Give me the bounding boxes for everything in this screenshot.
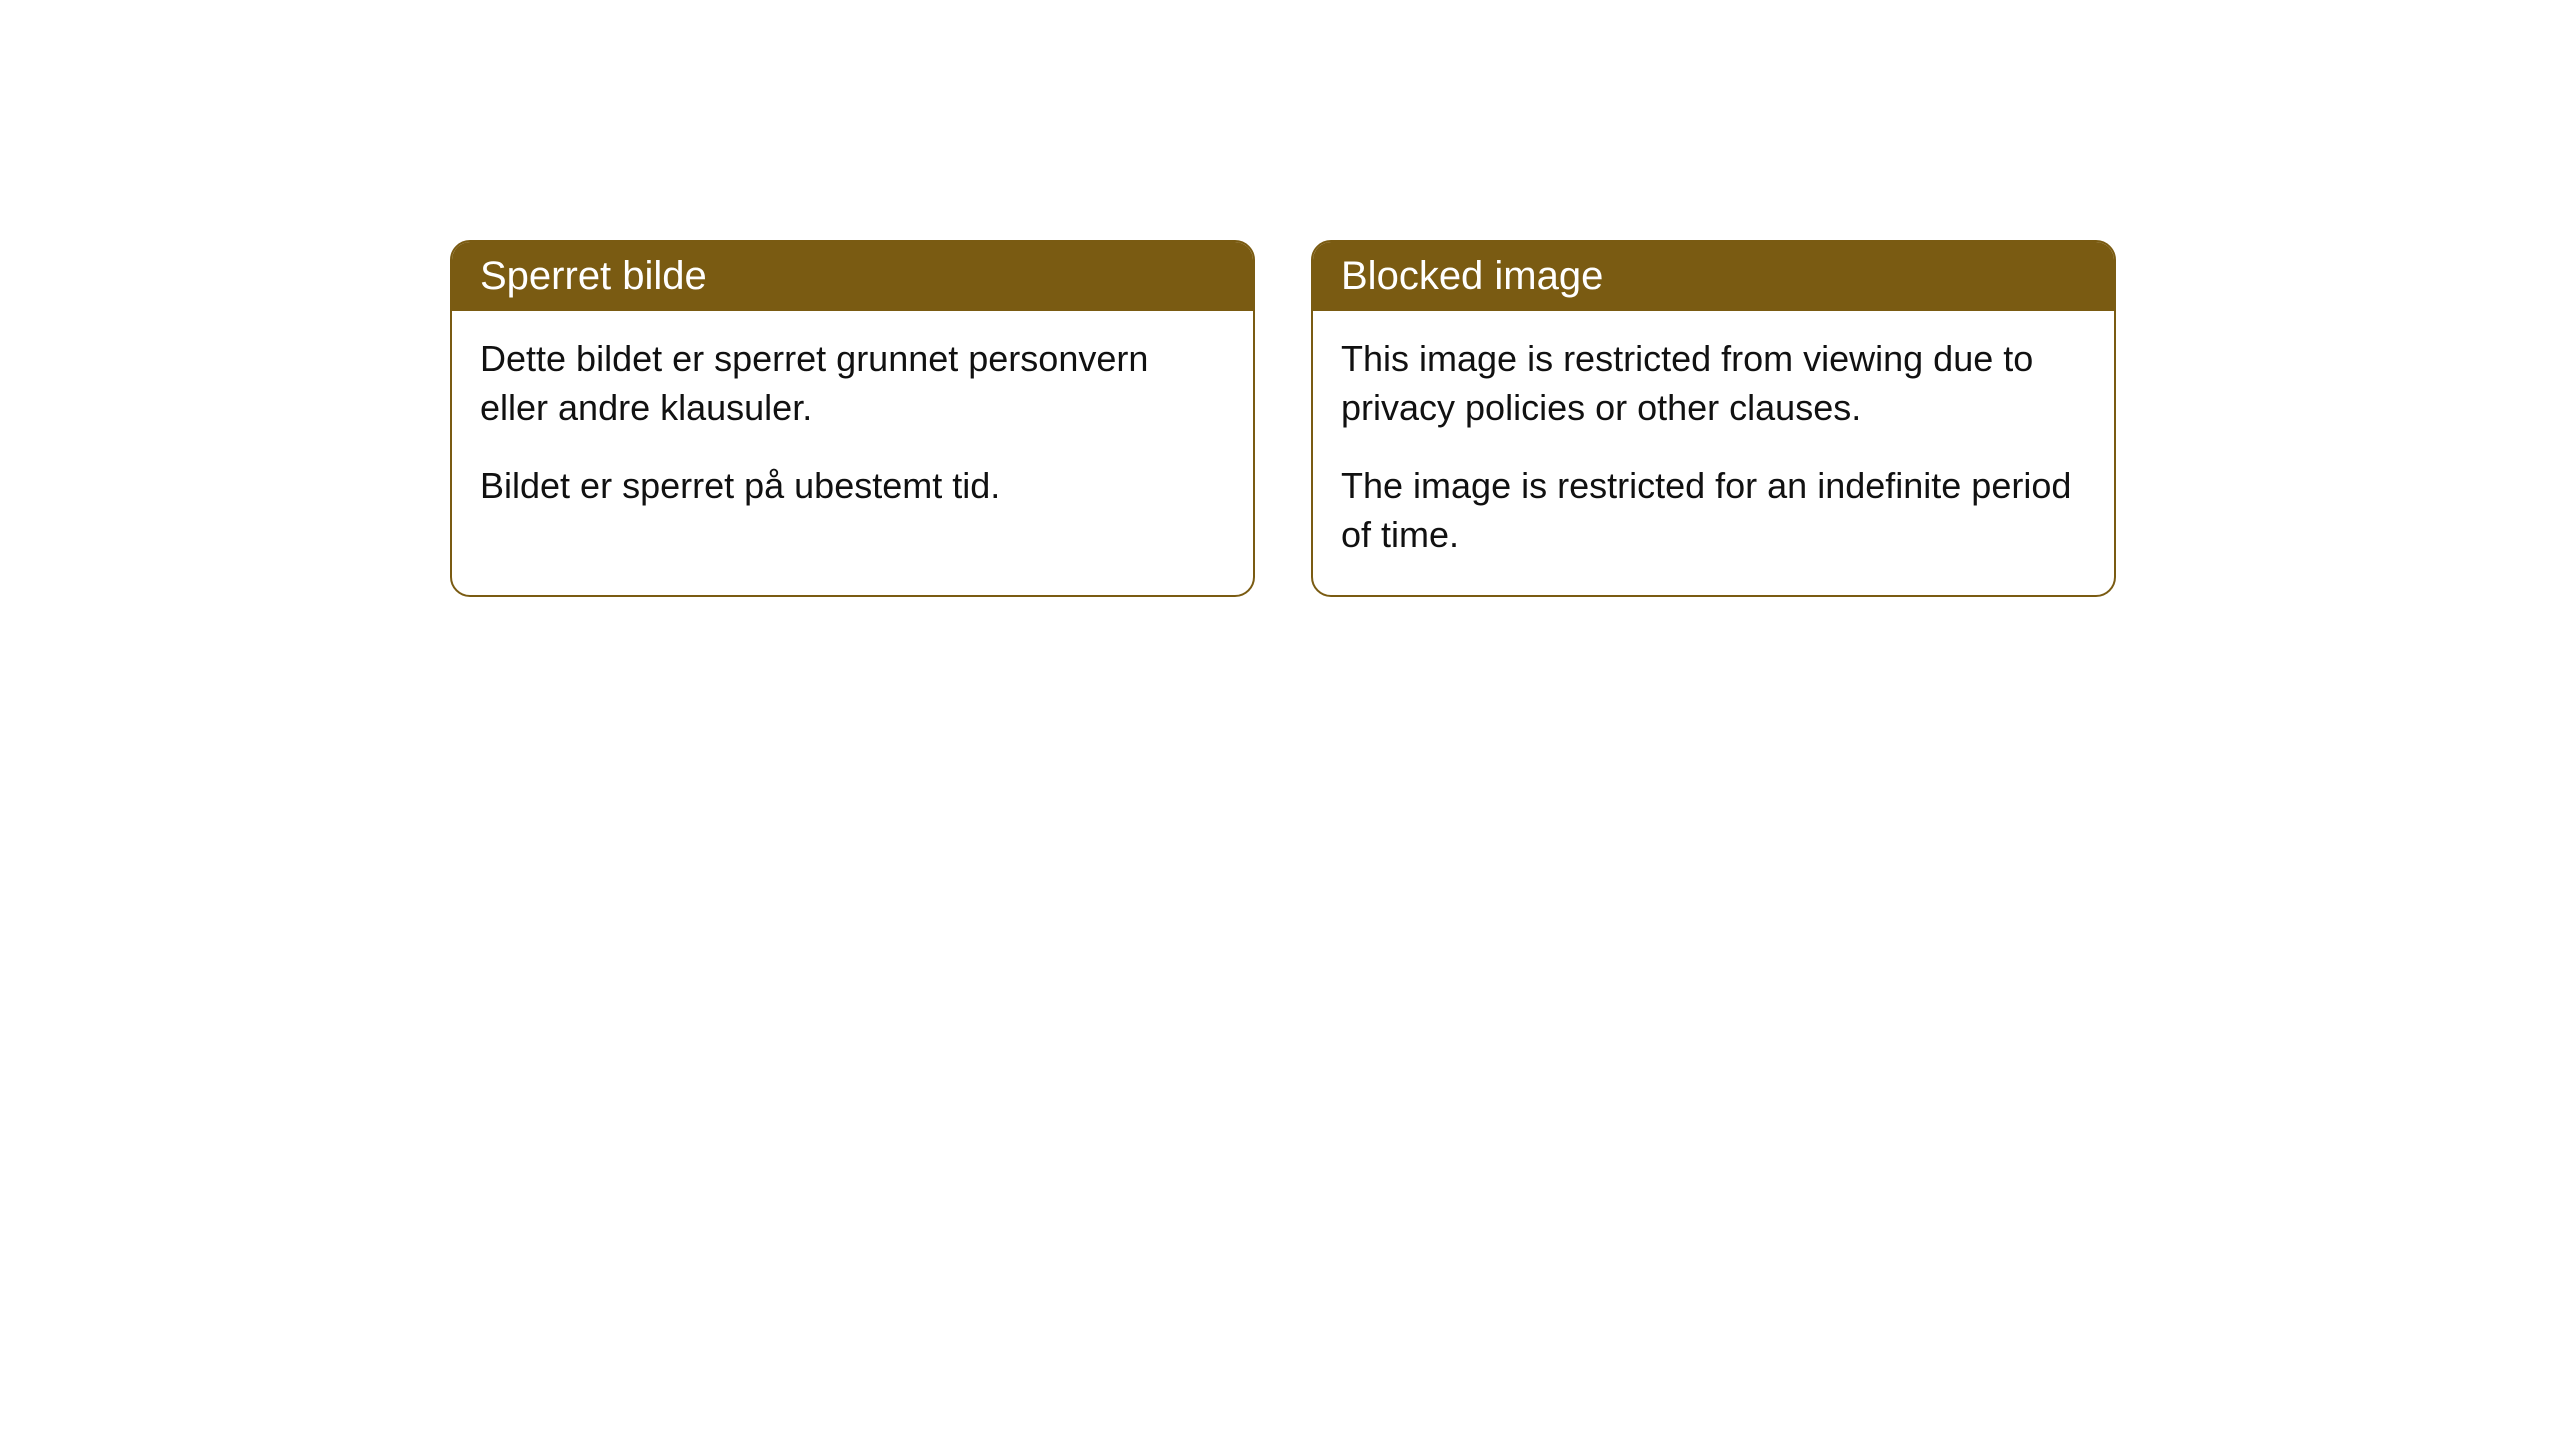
card-body: This image is restricted from viewing du… [1313, 311, 2114, 595]
cards-container: Sperret bilde Dette bildet er sperret gr… [450, 240, 2116, 597]
card-header: Sperret bilde [452, 242, 1253, 311]
card-paragraph: This image is restricted from viewing du… [1341, 335, 2086, 432]
card-paragraph: Dette bildet er sperret grunnet personve… [480, 335, 1225, 432]
card-paragraph: The image is restricted for an indefinit… [1341, 462, 2086, 559]
blocked-image-card-norwegian: Sperret bilde Dette bildet er sperret gr… [450, 240, 1255, 597]
blocked-image-card-english: Blocked image This image is restricted f… [1311, 240, 2116, 597]
card-header: Blocked image [1313, 242, 2114, 311]
card-title: Blocked image [1341, 254, 1603, 298]
card-title: Sperret bilde [480, 254, 707, 298]
card-body: Dette bildet er sperret grunnet personve… [452, 311, 1253, 547]
card-paragraph: Bildet er sperret på ubestemt tid. [480, 462, 1225, 511]
